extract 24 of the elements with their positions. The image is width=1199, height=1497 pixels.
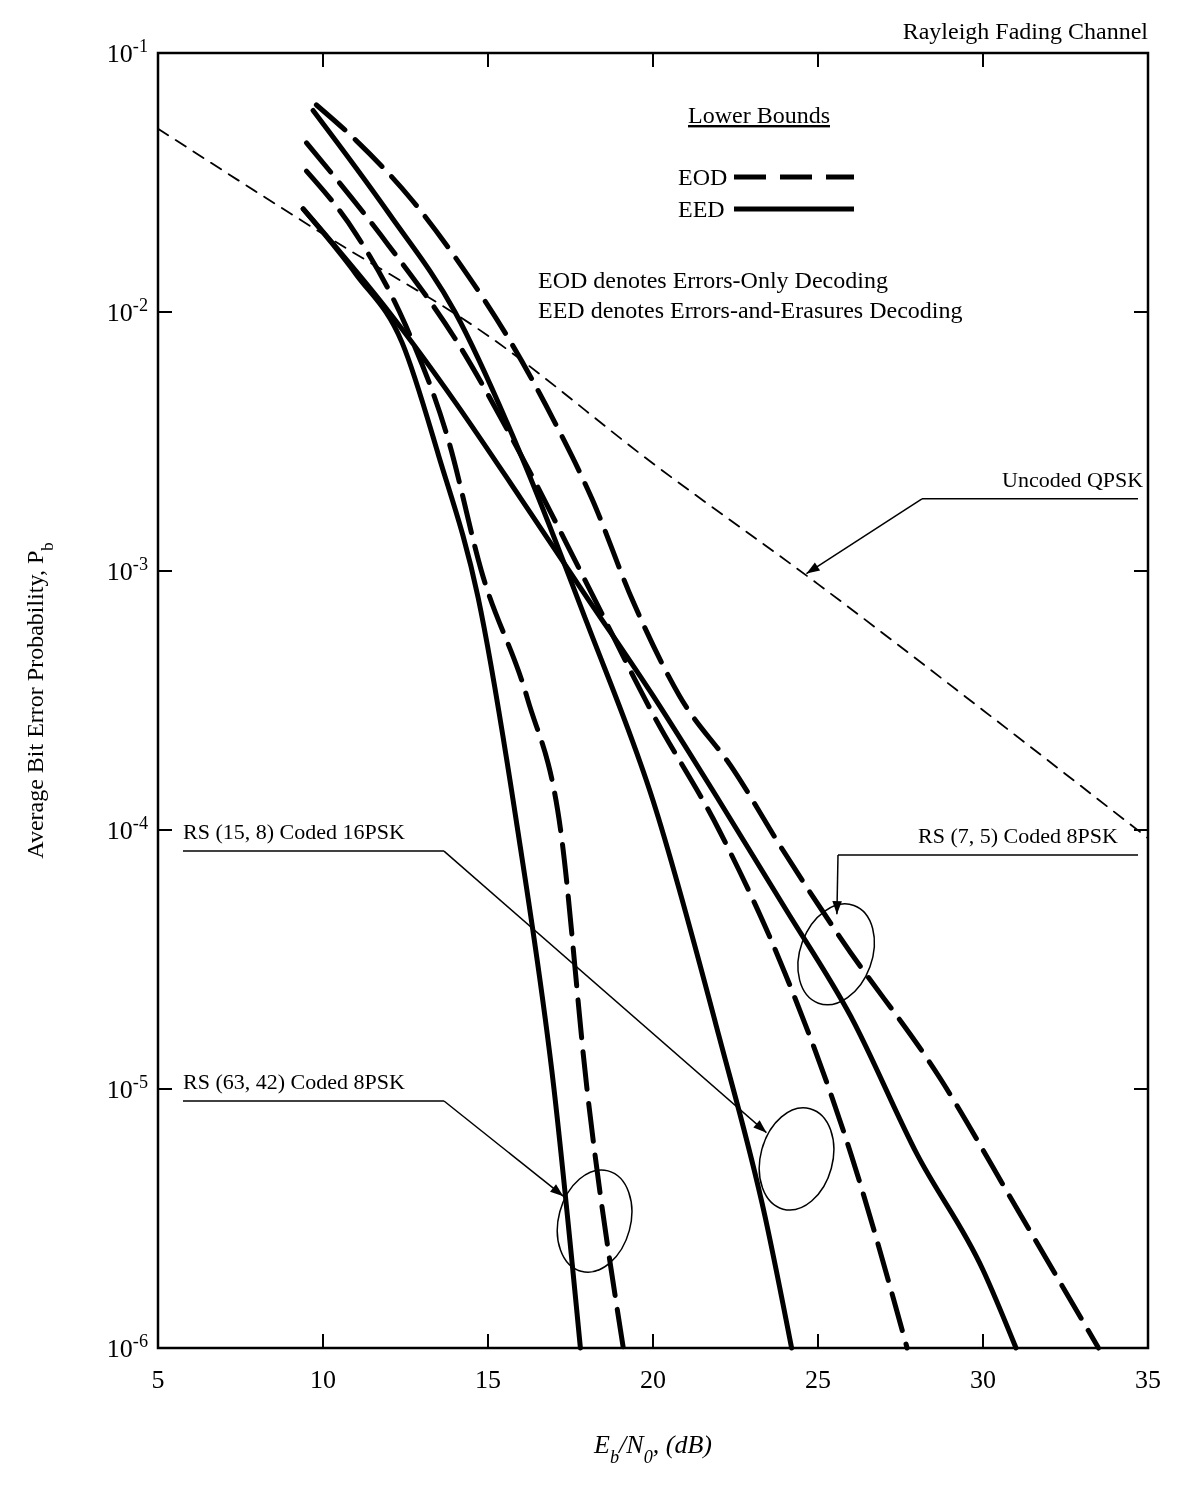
y-tick-label: 10$^{-1}$ [106, 36, 148, 68]
x-axis-title: E$_{b}$/N$_{0}$, (dB) [593, 1430, 712, 1467]
x-tick-label: 15 [475, 1365, 501, 1394]
annotation: Uncoded QPSK [1002, 466, 1144, 492]
x-tick-label: 35 [1135, 1365, 1161, 1394]
y-tick-label: 10$^{-5}$ [106, 1072, 148, 1104]
x-tick-label: 20 [640, 1365, 666, 1394]
x-tick-label: 10 [310, 1365, 336, 1394]
legend-label: EED [678, 196, 725, 222]
y-tick-label: 10$^{-2}$ [106, 295, 148, 327]
chart-title: Rayleigh Fading Channel [902, 18, 1149, 44]
legend-label: EOD [678, 164, 728, 190]
y-tick-label: 10$^{-6}$ [106, 1331, 148, 1363]
annotation: EOD denotes Errors-Only Decoding [538, 267, 888, 293]
annotation: RS (15, 8) Coded 16PSK [183, 819, 405, 845]
x-tick-label: 5 [151, 1365, 165, 1394]
y-tick-label: 10$^{-3}$ [106, 554, 148, 586]
x-tick-label: 25 [805, 1365, 831, 1394]
y-tick-label: 10$^{-4}$ [106, 813, 148, 845]
annotation: EED denotes Errors-and-Erasures Decoding [538, 297, 963, 323]
x-tick-label: 30 [970, 1365, 996, 1394]
annotation: RS (7, 5) Coded 8PSK [918, 822, 1118, 848]
annotation: RS (63, 42) Coded 8PSK [183, 1069, 405, 1094]
legend-title: Lower Bounds [688, 102, 830, 128]
